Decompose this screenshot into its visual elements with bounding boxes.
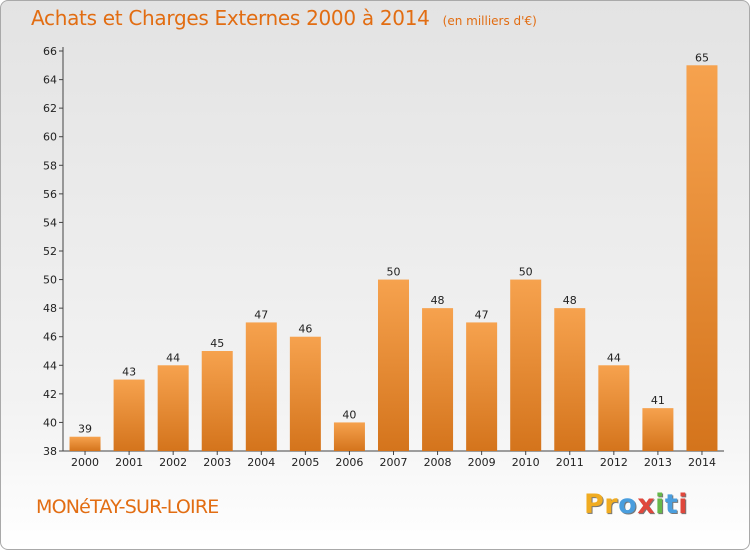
y-tick-label: 54 xyxy=(43,216,57,229)
data-label-2013: 41 xyxy=(651,394,665,407)
x-tick-label: 2006 xyxy=(335,456,363,469)
bar-2005 xyxy=(289,336,321,451)
bar-2007 xyxy=(378,279,409,451)
bar-2008 xyxy=(422,308,454,451)
data-label-2014: 65 xyxy=(695,51,709,64)
y-tick-label: 44 xyxy=(43,359,57,372)
x-tick-label: 2014 xyxy=(688,456,716,469)
bar-2001 xyxy=(113,379,145,451)
logo-letter: i xyxy=(678,489,689,520)
y-tick-label: 38 xyxy=(43,445,57,458)
data-label-2002: 44 xyxy=(166,351,180,364)
bar-2012 xyxy=(598,365,630,451)
bar-2002 xyxy=(157,365,189,451)
data-label-2011: 48 xyxy=(563,294,577,307)
y-tick-label: 42 xyxy=(43,388,57,401)
logo-letter: t xyxy=(664,489,679,520)
y-tick-label: 48 xyxy=(43,302,57,315)
y-tick-label: 50 xyxy=(43,274,57,287)
x-tick-label: 2000 xyxy=(71,456,99,469)
y-tick-label: 64 xyxy=(43,74,57,87)
data-label-2008: 48 xyxy=(431,294,445,307)
commune-name: MONéTAY-SUR-LOIRE xyxy=(36,496,219,518)
data-label-2010: 50 xyxy=(519,266,533,279)
data-label-2001: 43 xyxy=(122,366,136,379)
y-tick-label: 62 xyxy=(43,102,57,115)
x-tick-label: 2012 xyxy=(600,456,628,469)
proxiti-logo: Proxiti xyxy=(584,489,688,520)
bar-2004 xyxy=(245,322,277,451)
bar-2009 xyxy=(466,322,498,451)
data-label-2000: 39 xyxy=(78,423,92,436)
data-label-2003: 45 xyxy=(210,337,224,350)
data-label-2009: 47 xyxy=(475,308,489,321)
data-label-2006: 40 xyxy=(342,408,356,421)
y-tick-label: 58 xyxy=(43,159,57,172)
logo-letter: o xyxy=(618,489,638,520)
chart-unit: (en milliers d'€) xyxy=(442,14,537,28)
x-tick-label: 2013 xyxy=(644,456,672,469)
y-tick-label: 40 xyxy=(43,416,57,429)
chart-title: Achats et Charges Externes 2000 à 2014 xyxy=(31,6,430,30)
data-label-2007: 50 xyxy=(387,266,401,279)
logo-letter: i xyxy=(655,489,665,520)
y-tick-label: 52 xyxy=(43,245,57,258)
x-tick-label: 2011 xyxy=(556,456,584,469)
bar-2010 xyxy=(510,279,542,451)
x-tick-label: 2009 xyxy=(468,456,496,469)
title-row: Achats et Charges Externes 2000 à 2014 (… xyxy=(31,6,537,30)
logo-letter: P xyxy=(584,489,605,520)
x-tick-label: 2010 xyxy=(512,456,540,469)
x-tick-label: 2001 xyxy=(115,456,143,469)
y-tick-label: 56 xyxy=(43,188,57,201)
data-label-2005: 46 xyxy=(298,323,312,336)
data-label-2004: 47 xyxy=(254,308,268,321)
data-label-2012: 44 xyxy=(607,351,621,364)
bar-2014 xyxy=(686,65,718,452)
x-tick-label: 2008 xyxy=(424,456,452,469)
x-tick-label: 2002 xyxy=(159,456,187,469)
x-tick-label: 2003 xyxy=(203,456,231,469)
bar-2011 xyxy=(554,308,586,451)
bar-2003 xyxy=(201,351,233,451)
y-tick-label: 66 xyxy=(43,45,57,58)
x-tick-label: 2007 xyxy=(380,456,408,469)
bar-2000 xyxy=(69,436,101,451)
logo-letter: r xyxy=(604,489,619,520)
bar-2013 xyxy=(642,408,674,451)
x-tick-label: 2005 xyxy=(291,456,319,469)
x-tick-label: 2004 xyxy=(247,456,275,469)
y-tick-label: 60 xyxy=(43,131,57,144)
y-tick-label: 46 xyxy=(43,331,57,344)
bar-2006 xyxy=(333,422,365,451)
logo-letter: x xyxy=(637,489,656,520)
